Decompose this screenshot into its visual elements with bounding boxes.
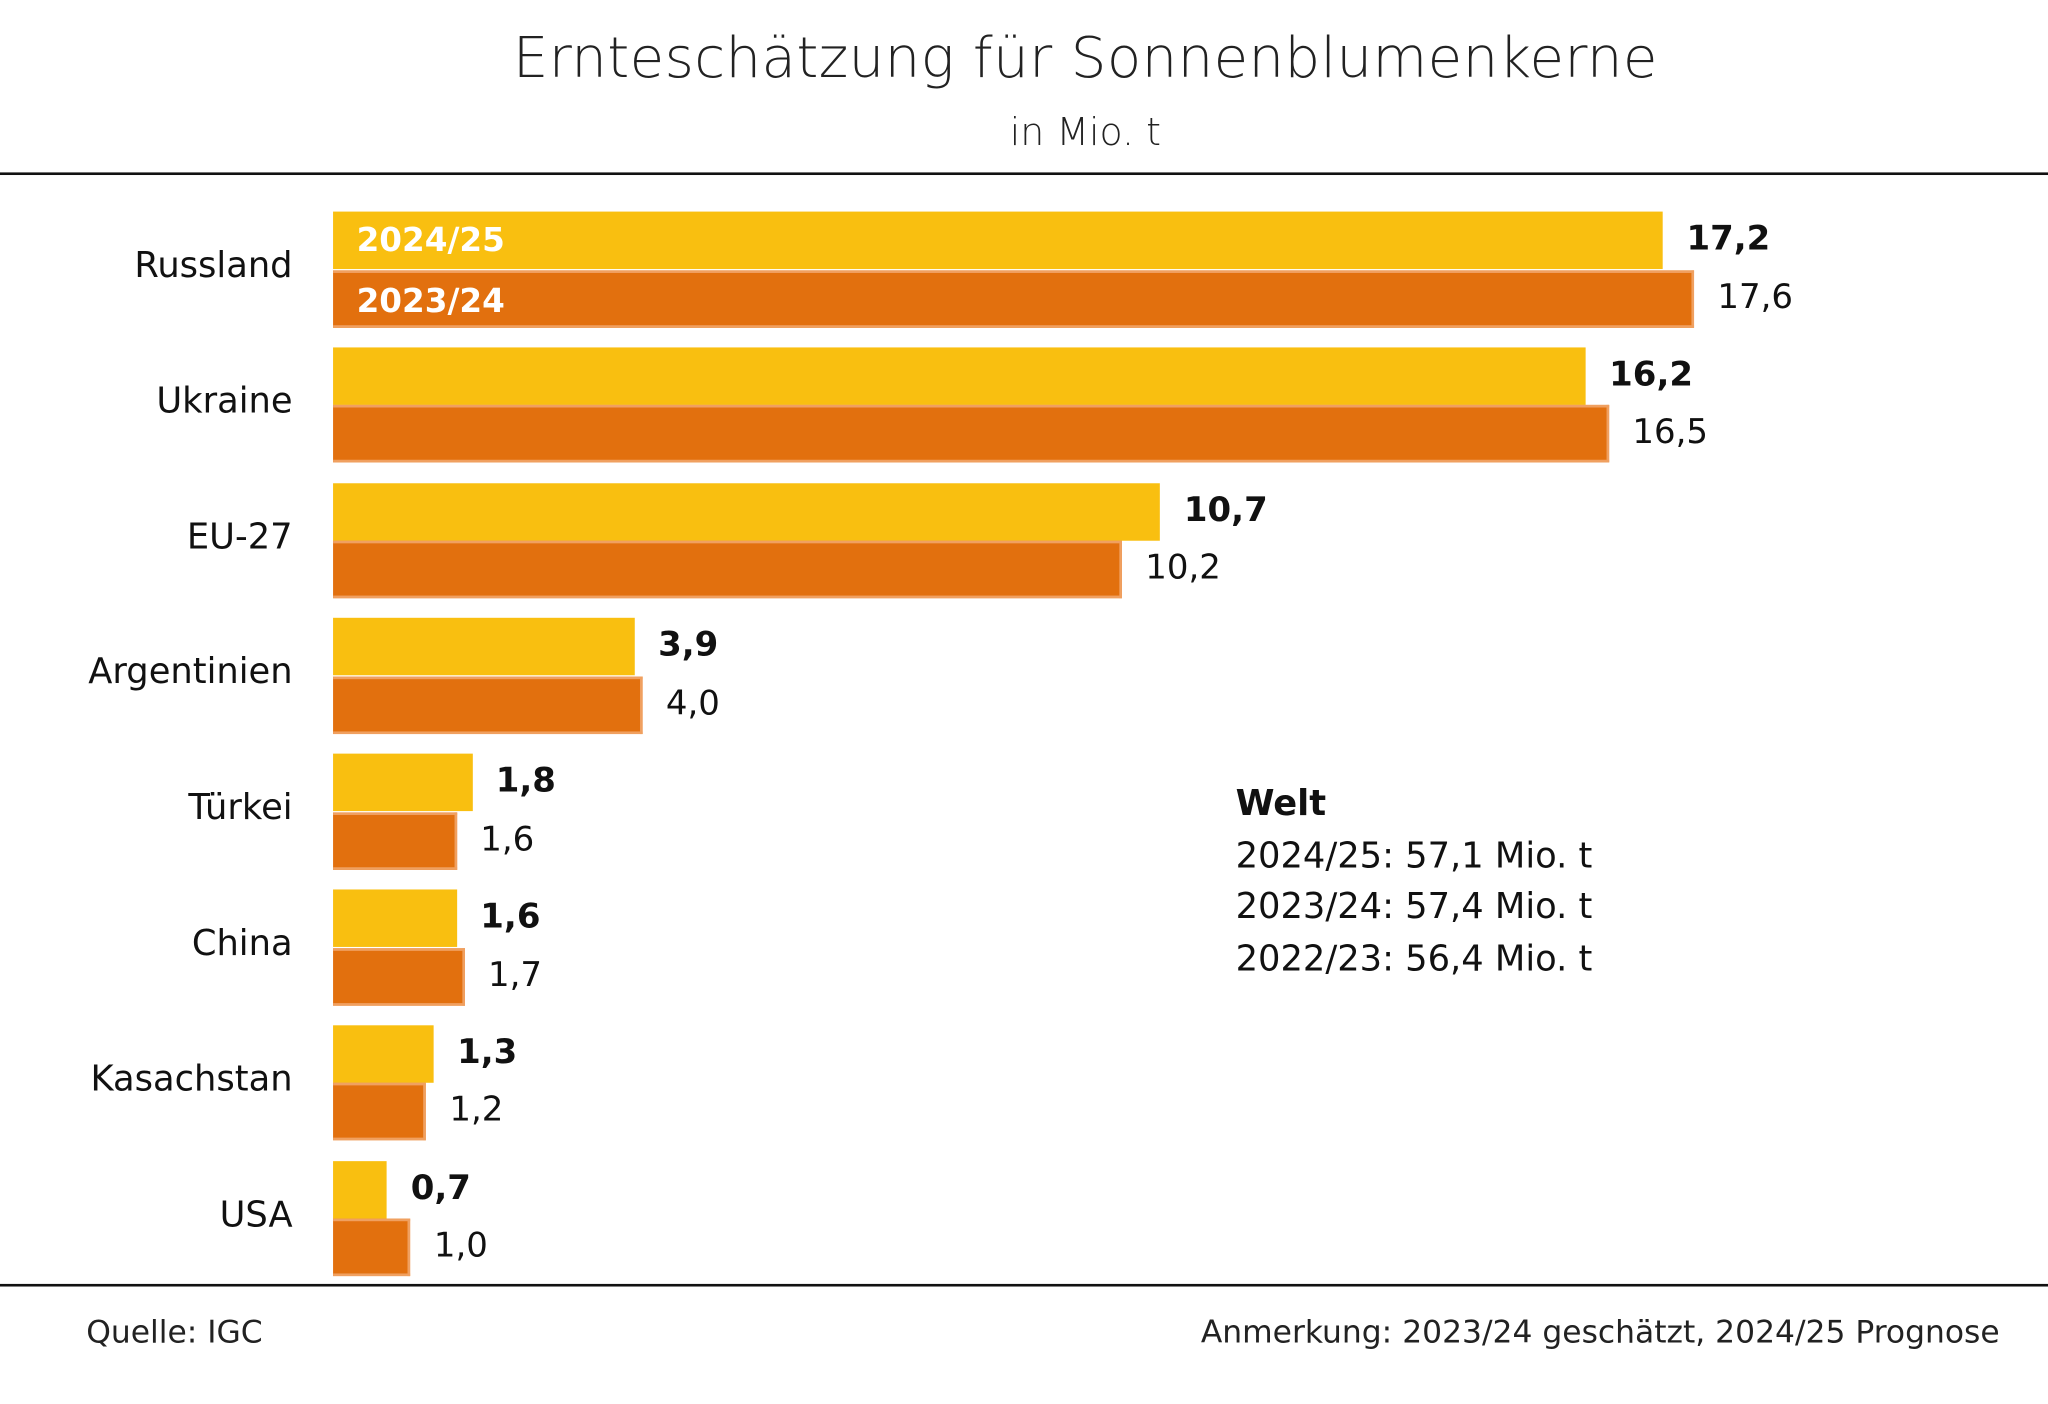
- data-label: 1,6: [480, 819, 535, 860]
- bar-2023-24: [333, 947, 465, 1006]
- world-summary: Welt 2024/25: 57,1 Mio. t 2023/24: 57,4 …: [1236, 778, 1593, 984]
- data-label: 4,0: [665, 684, 720, 724]
- bar-2024-25: [333, 753, 473, 812]
- category-label: Russland: [134, 245, 293, 287]
- bar-2023-24: [333, 811, 457, 870]
- bar-2023-24: [333, 405, 1609, 463]
- category-label: Ukraine: [156, 381, 293, 422]
- world-line: 2022/23: 56,4 Mio. t: [1235, 938, 1593, 979]
- bottom-divider: [0, 1283, 2048, 1287]
- footnote: Anmerkung: 2023/24 geschätzt, 2024/25 Pr…: [1200, 1313, 2000, 1351]
- data-label: 17,6: [1717, 277, 1794, 317]
- category-label: EU-27: [186, 516, 293, 558]
- bar-2024-25: [333, 482, 1161, 541]
- category-label: China: [191, 923, 293, 964]
- bar-2024-25: 2024/25: [333, 211, 1663, 270]
- source-note: Quelle: IGC: [86, 1313, 263, 1351]
- legend-label: 2024/25: [356, 220, 505, 259]
- top-divider: [0, 172, 2048, 176]
- data-label: 16,5: [1632, 413, 1708, 453]
- data-label: 0,7: [410, 1168, 471, 1208]
- chart-title: Ernteschätzung für Sonnenblumenkerne: [512, 26, 1658, 92]
- data-label: 3,9: [658, 626, 719, 666]
- data-label: 1,6: [480, 897, 541, 937]
- legend-label: 2023/24: [356, 281, 505, 320]
- bar-2023-24: [333, 676, 643, 734]
- data-label: 1,0: [433, 1226, 488, 1266]
- data-label: 16,2: [1609, 354, 1693, 395]
- data-label: 1,2: [449, 1090, 504, 1131]
- chart-subtitle: in Mio. t: [1009, 109, 1161, 155]
- category-label: USA: [219, 1194, 293, 1236]
- data-label: 1,8: [495, 761, 556, 801]
- bar-2023-24: [333, 540, 1122, 599]
- bar-2023-24: [333, 1083, 426, 1141]
- world-line: 2024/25: 57,1 Mio. t: [1235, 835, 1593, 876]
- data-label: 1,3: [457, 1032, 518, 1073]
- data-label: 1,7: [487, 955, 543, 995]
- bar-2024-25: [333, 618, 635, 676]
- category-label: Kasachstan: [90, 1058, 293, 1100]
- world-heading: Welt: [1235, 783, 1327, 825]
- world-line: 2023/24: 57,4 Mio. t: [1235, 886, 1593, 928]
- data-label: 10,7: [1183, 490, 1268, 530]
- bar-2024-25: [333, 889, 457, 947]
- bar-2024-25: [333, 347, 1586, 405]
- data-label: 17,2: [1686, 219, 1771, 259]
- bar-2023-24: 2023/24: [333, 269, 1694, 328]
- data-label: 10,2: [1145, 548, 1221, 588]
- bar-2024-25: [333, 1160, 388, 1219]
- bar-2024-25: [333, 1025, 434, 1083]
- category-label: Argentinien: [88, 652, 293, 693]
- category-label: Türkei: [188, 787, 293, 829]
- bar-2023-24: [333, 1218, 411, 1277]
